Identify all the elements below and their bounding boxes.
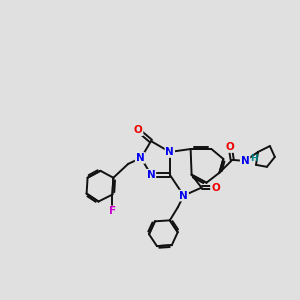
Text: O: O — [211, 183, 220, 193]
Text: H: H — [250, 154, 258, 164]
Text: O: O — [226, 142, 235, 152]
Text: N: N — [165, 147, 174, 157]
Text: N: N — [136, 153, 145, 163]
Text: N: N — [147, 170, 155, 180]
Text: O: O — [134, 125, 142, 135]
Text: F: F — [109, 206, 116, 216]
Text: N: N — [179, 190, 188, 201]
Text: N: N — [241, 156, 250, 166]
